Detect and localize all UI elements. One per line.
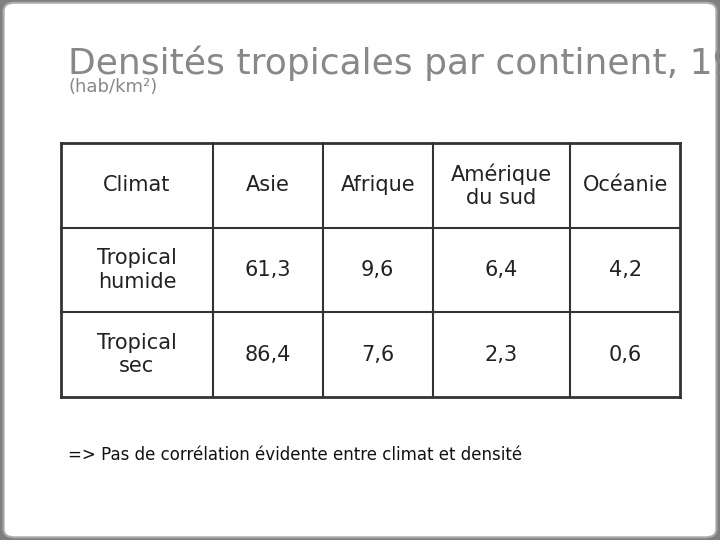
Text: 7,6: 7,6 — [361, 345, 395, 364]
Text: (hab/km²): (hab/km²) — [68, 78, 158, 96]
Text: Asie: Asie — [246, 176, 289, 195]
Text: Tropical
humide: Tropical humide — [97, 248, 177, 292]
Text: Tropical
sec: Tropical sec — [97, 333, 177, 376]
Text: Densités tropicales par continent, 1950: Densités tropicales par continent, 1950 — [68, 46, 720, 82]
Text: => Pas de corrélation évidente entre climat et densité: => Pas de corrélation évidente entre cli… — [68, 446, 523, 463]
Text: 61,3: 61,3 — [244, 260, 291, 280]
Text: 6,4: 6,4 — [485, 260, 518, 280]
Text: 86,4: 86,4 — [244, 345, 291, 364]
Text: 0,6: 0,6 — [608, 345, 642, 364]
Text: Climat: Climat — [103, 176, 171, 195]
Text: Amérique
du sud: Amérique du sud — [451, 163, 552, 208]
Text: 2,3: 2,3 — [485, 345, 518, 364]
Text: Afrique: Afrique — [341, 176, 415, 195]
Text: 4,2: 4,2 — [609, 260, 642, 280]
Text: Océanie: Océanie — [582, 176, 668, 195]
Text: 9,6: 9,6 — [361, 260, 395, 280]
